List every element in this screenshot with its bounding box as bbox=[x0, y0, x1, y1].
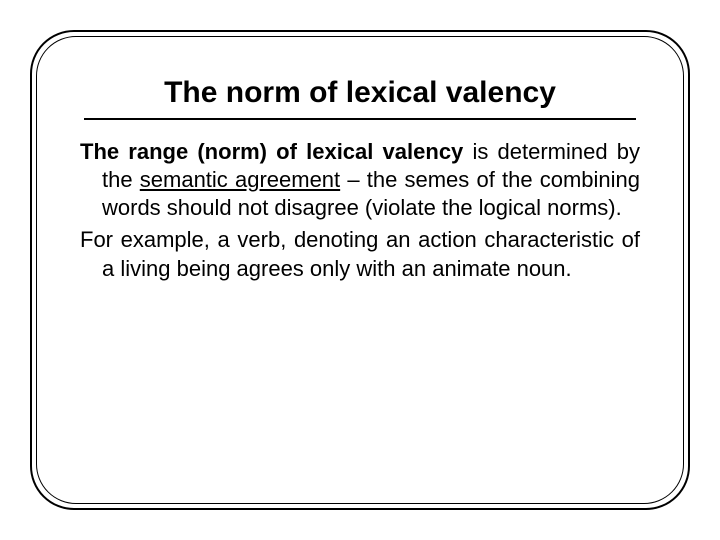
paragraph-2: For example, a verb, denoting an action … bbox=[80, 226, 640, 282]
p1-underlined: semantic agreement bbox=[140, 167, 340, 192]
paragraph-1: The range (norm) of lexical valency is d… bbox=[80, 138, 640, 222]
slide-title: The norm of lexical valency bbox=[80, 76, 640, 110]
body-text: The range (norm) of lexical valency is d… bbox=[80, 138, 640, 283]
title-underline-rule bbox=[84, 118, 636, 120]
p1-lead-bold: The range (norm) of lexical valency bbox=[80, 139, 463, 164]
slide-content: The norm of lexical valency The range (n… bbox=[60, 60, 660, 480]
slide: The norm of lexical valency The range (n… bbox=[0, 0, 720, 540]
